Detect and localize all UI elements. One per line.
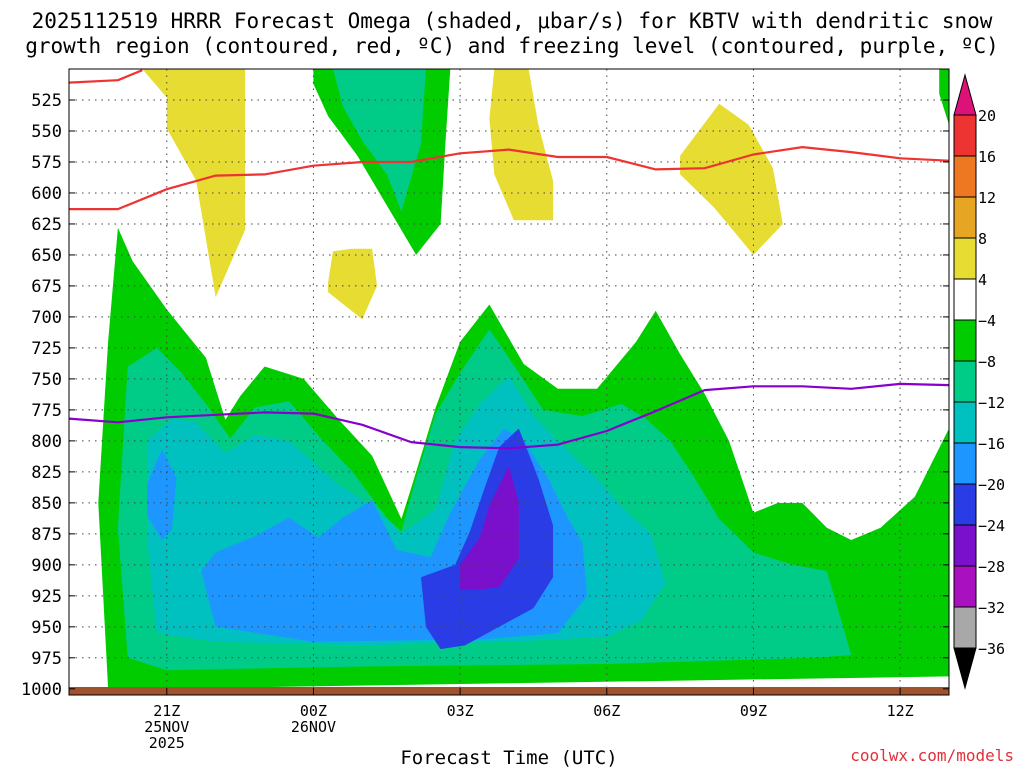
chart-title-line-2: growth region (contoured, red, ºC) and f…	[25, 34, 999, 58]
colorbar-segment-10	[953, 483, 977, 526]
colorbar-segment-9	[953, 442, 977, 485]
x-tick-label-3-0: 06Z	[593, 702, 620, 720]
colorbar-label-9: −20	[978, 476, 1005, 494]
colorbar-segment-4	[953, 237, 977, 280]
y-tick-label-6: 675	[31, 277, 62, 297]
y-tick-label-19: 1000	[21, 680, 62, 700]
omega-region-12	[333, 69, 426, 212]
ground-surface	[69, 687, 949, 695]
omega-region-10	[460, 465, 519, 590]
omega-region-1	[328, 248, 377, 320]
x-tick-label-0-1: 25NOV	[144, 718, 189, 736]
omega-shaded-regions	[98, 69, 950, 689]
y-tick-label-14: 875	[31, 525, 62, 545]
chart-title-line-1: 2025112519 HRRR Forecast Omega (shaded, …	[32, 9, 993, 33]
colorbar-segment-13	[953, 606, 977, 649]
x-tick-label-0-0: 21Z	[153, 702, 180, 720]
colorbar-segment-12	[953, 565, 977, 608]
x-tick-label-5-0: 12Z	[887, 702, 914, 720]
colorbar-label-13: −36	[978, 640, 1005, 658]
y-tick-label-10: 775	[31, 401, 62, 421]
colorbar-segment-7	[953, 360, 977, 403]
y-tick-label-11: 800	[31, 432, 62, 452]
grid-lines	[69, 69, 949, 695]
y-tick-label-15: 900	[31, 556, 62, 576]
y-axis-pressure: 525 550 575 600 625 650 675 700 725 750 775 800 825 8…	[21, 91, 949, 700]
colorbar-label-5: −4	[978, 312, 996, 330]
chart-title: 2025112519 HRRR Forecast Omega (shaded, …	[25, 9, 999, 58]
y-tick-label-1: 550	[31, 122, 62, 142]
y-tick-label-13: 850	[31, 494, 62, 514]
colorbar-segment-5	[953, 278, 977, 321]
colorbar-label-0: 20	[978, 107, 996, 125]
colorbar-label-3: 8	[978, 230, 987, 248]
contour-lines	[68, 69, 950, 450]
plot-area	[68, 68, 950, 696]
colorbar-segment-3	[953, 196, 977, 239]
colorbar-top-arrow	[953, 73, 977, 116]
y-tick-label-9: 750	[31, 370, 62, 390]
y-tick-label-17: 950	[31, 618, 62, 638]
colorbar: 20 16 12 8 4 −4 −8 −12 −16 −20 −24 −28 −32 −36	[953, 73, 1005, 690]
y-tick-label-0: 525	[31, 91, 62, 111]
colorbar-segment-1	[953, 114, 977, 157]
colorbar-segment-11	[953, 524, 977, 567]
y-tick-label-7: 700	[31, 308, 62, 328]
contour-line-0	[68, 382, 950, 450]
x-tick-label-4-0: 09Z	[740, 702, 767, 720]
colorbar-label-4: 4	[978, 271, 987, 289]
omega-region-3	[680, 103, 783, 255]
y-tick-label-12: 825	[31, 463, 62, 483]
x-tick-label-2-0: 03Z	[447, 702, 474, 720]
x-tick-label-1-1: 26NOV	[291, 718, 336, 736]
omega-region-2	[489, 69, 553, 221]
colorbar-bottom-arrow	[953, 647, 977, 690]
y-tick-label-2: 575	[31, 153, 62, 173]
colorbar-segment-6	[953, 319, 977, 362]
colorbar-label-8: −16	[978, 435, 1005, 453]
colorbar-label-2: 12	[978, 189, 996, 207]
colorbar-segment-2	[953, 155, 977, 198]
plot-frame	[68, 68, 950, 696]
y-tick-label-5: 650	[31, 246, 62, 266]
colorbar-label-10: −24	[978, 517, 1005, 535]
colorbar-segment-8	[953, 401, 977, 444]
colorbar-label-11: −28	[978, 558, 1005, 576]
x-tick-label-1-0: 00Z	[300, 702, 327, 720]
omega-region-0	[142, 69, 245, 298]
y-tick-label-4: 625	[31, 215, 62, 235]
colorbar-label-6: −8	[978, 353, 996, 371]
x-tick-label-0-2: 2025	[149, 734, 185, 752]
y-tick-label-18: 975	[31, 649, 62, 669]
x-axis-label: Forecast Time (UTC)	[400, 747, 617, 768]
colorbar-label-12: −32	[978, 599, 1005, 617]
contour-line-2	[68, 69, 143, 84]
colorbar-label-1: 16	[978, 148, 996, 166]
y-tick-label-3: 600	[31, 184, 62, 204]
colorbar-label-7: −12	[978, 394, 1005, 412]
credit-text: coolwx.com/models	[850, 746, 1014, 765]
y-tick-label-16: 925	[31, 587, 62, 607]
omega-region-13	[939, 69, 949, 125]
y-tick-label-8: 725	[31, 339, 62, 359]
contour-line-1	[69, 146, 950, 211]
